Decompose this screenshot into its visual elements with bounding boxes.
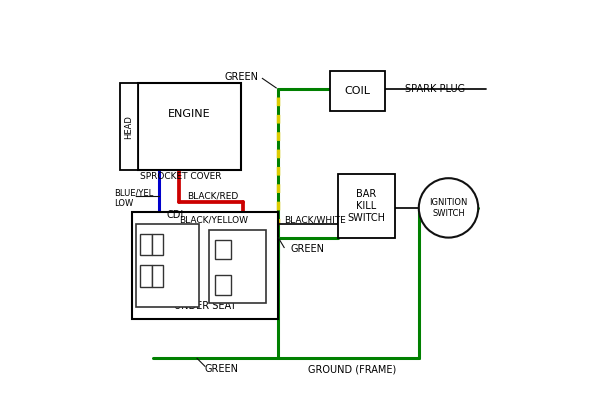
Bar	[140, 234, 152, 255]
Bar	[132, 212, 278, 319]
Text: CDI: CDI	[167, 210, 184, 220]
Bar	[330, 71, 385, 111]
Text: IGNITION
SWITCH: IGNITION SWITCH	[430, 198, 467, 217]
Bar	[215, 275, 231, 295]
Text: BLACK/WHITE: BLACK/WHITE	[284, 215, 346, 224]
Text: GROUND (FRAME): GROUND (FRAME)	[308, 364, 396, 374]
Text: COIL: COIL	[344, 86, 370, 96]
Text: BAR
KILL
SWITCH: BAR KILL SWITCH	[347, 189, 385, 223]
Text: SPARK PLUG: SPARK PLUG	[405, 84, 465, 94]
Text: HEAD: HEAD	[124, 115, 133, 139]
Text: GREEN: GREEN	[224, 72, 259, 82]
Circle shape	[419, 178, 478, 238]
Bar	[137, 83, 241, 170]
Bar	[152, 265, 163, 287]
Text: BLACK/YELLOW: BLACK/YELLOW	[179, 215, 248, 224]
Bar	[120, 83, 137, 170]
Bar	[140, 265, 152, 287]
Text: UNDER SEAT: UNDER SEAT	[174, 301, 236, 311]
Text: BLACK/RED: BLACK/RED	[187, 192, 238, 200]
Text: GREEN: GREEN	[205, 364, 239, 374]
Text: SPROCKET COVER: SPROCKET COVER	[140, 172, 221, 181]
Text: ENGINE: ENGINE	[168, 109, 211, 119]
Bar	[338, 174, 395, 238]
Bar	[209, 230, 266, 303]
Text: BLUE/YEL
LOW: BLUE/YEL LOW	[114, 188, 153, 208]
Bar	[152, 234, 163, 255]
Bar	[215, 240, 231, 259]
Bar	[136, 224, 199, 307]
Text: GREEN: GREEN	[290, 244, 324, 255]
